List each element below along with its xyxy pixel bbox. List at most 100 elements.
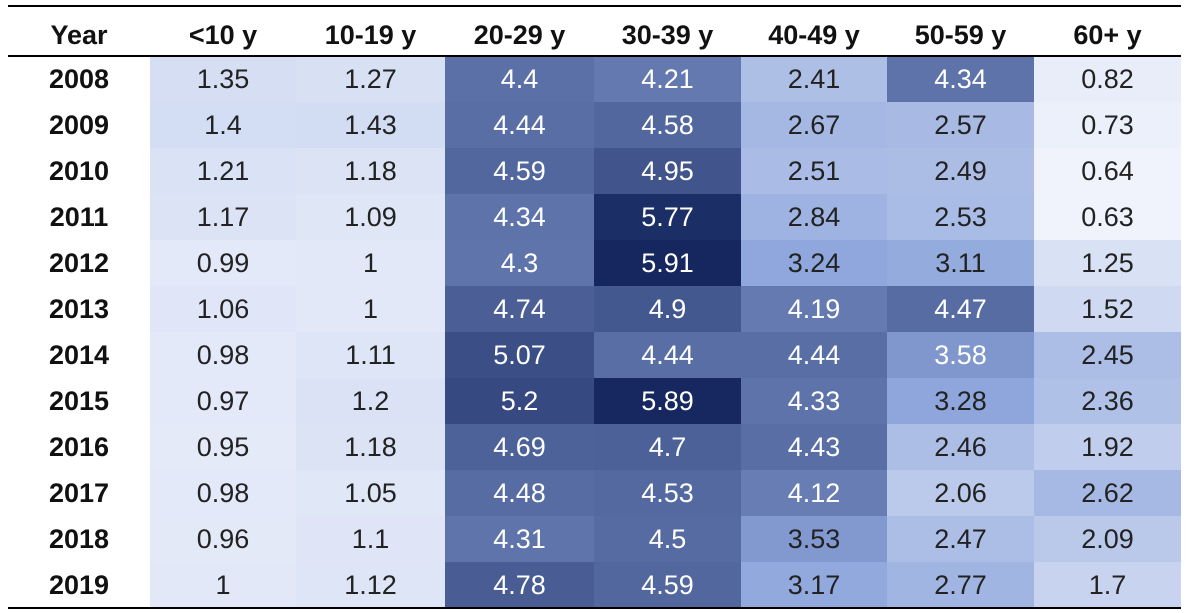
heatmap-cell [296,516,445,562]
cell-value-label: 4.59 [641,570,694,600]
heatmap-cell [1034,56,1181,102]
cell-value-label: 1.43 [344,110,397,140]
row-label: 2011 [50,202,109,232]
cell-value-label: 4.5 [649,524,687,554]
cell-value-label: 4.4 [501,64,539,94]
heatmap-cell [887,470,1034,516]
heatmap-cell [1034,194,1181,240]
row-header-label: Year [50,20,108,50]
column-header-label: 20-29 y [474,20,566,50]
cell-value-label: 0.98 [197,478,250,508]
cell-value-label: 1.11 [345,340,396,370]
cell-value-label: 2.06 [934,478,987,508]
heatmap-cell [1034,470,1181,516]
row-label: 2019 [49,570,109,600]
cell-value-label: 4.34 [493,202,546,232]
cell-value-label: 4.21 [641,64,694,94]
cell-value-label: 4.95 [641,156,694,186]
cell-value-label: 2.57 [934,110,987,140]
cell-value-label: 0.99 [197,248,250,278]
heatmap-cell [150,516,296,562]
heatmap-cell [296,194,445,240]
cell-value-label: 4.47 [934,294,987,324]
heatmap-cell [296,424,445,470]
column-header-label: 40-49 y [768,20,860,50]
cell-value-label: 4.44 [641,340,694,370]
heatmap-cell [150,286,296,332]
cell-value-label: 2.09 [1081,524,1134,554]
heatmap-cell [445,378,594,424]
row-label: 2010 [49,156,109,186]
cell-value-label: 3.58 [934,340,987,370]
cell-value-label: 5.89 [641,386,694,416]
cell-value-label: 3.28 [934,386,987,416]
heatmap-cell [594,194,741,240]
heatmap-cell [296,286,445,332]
cell-value-label: 2.49 [934,156,987,186]
heatmap-cell [150,56,296,102]
row-label: 2017 [49,478,109,508]
cell-value-label: 4.74 [493,294,546,324]
heatmap-cell [741,332,887,378]
cell-value-label: 1.17 [197,202,250,232]
heatmap-cell [445,240,594,286]
row-label: 2009 [49,110,109,140]
heatmap-cell [445,470,594,516]
heatmap-cell [296,332,445,378]
cell-value-label: 3.53 [788,524,841,554]
heatmap-cell [741,102,887,148]
heatmap-cell [445,148,594,194]
cell-value-label: 1.09 [344,202,397,232]
heatmap-cell [445,102,594,148]
cell-value-label: 4.43 [788,432,841,462]
heatmap-cell [887,332,1034,378]
cell-value-label: 5.91 [641,248,694,278]
cell-value-label: 4.53 [641,478,694,508]
heatmap-cell [594,516,741,562]
cell-value-label: 4.12 [788,478,841,508]
heatmap-cell [150,332,296,378]
heatmap-cell [296,148,445,194]
heatmap-cell [741,378,887,424]
cell-value-label: 4.44 [788,340,841,370]
cell-value-label: 1.12 [344,570,397,600]
cell-value-label: 0.64 [1081,156,1134,186]
cell-value-label: 1.35 [197,64,250,94]
cell-value-label: 1.4 [204,110,242,140]
heatmap-cell [445,286,594,332]
cell-value-label: 1.18 [344,432,397,462]
cell-value-label: 4.59 [493,156,546,186]
column-header-label: 60+ y [1073,20,1141,50]
heatmap-cell [296,102,445,148]
heatmap-cell [594,148,741,194]
heatmap-cell [887,240,1034,286]
cell-value-label: 1.18 [344,156,397,186]
cell-value-label: 1.21 [197,156,250,186]
heatmap-cell [887,286,1034,332]
heatmap-cell [741,516,887,562]
row-label: 2018 [49,524,109,554]
heatmap-cell [150,378,296,424]
cell-value-label: 1.52 [1081,294,1134,324]
column-header-label: 30-39 y [622,20,714,50]
cell-value-label: 4.19 [788,294,841,324]
cell-value-label: 0.63 [1081,202,1134,232]
row-label: 2012 [49,248,109,278]
heatmap-cell [1034,102,1181,148]
heatmap-cell [594,102,741,148]
row-label: 2015 [49,386,109,416]
heatmap-cell [1034,378,1181,424]
cell-value-label: 3.24 [788,248,841,278]
cell-value-label: 5.77 [641,202,694,232]
cell-value-label: 4.9 [649,294,687,324]
cell-value-label: 4.31 [493,524,546,554]
heatmap-cell [594,378,741,424]
cell-value-label: 1 [363,294,378,324]
row-label: 2008 [49,64,109,94]
heatmap-cell [445,194,594,240]
heatmap-cell [1034,332,1181,378]
heatmap-cell [150,102,296,148]
heatmap-cell [594,424,741,470]
heatmap-cell [887,424,1034,470]
cell-value-label: 4.78 [493,570,546,600]
